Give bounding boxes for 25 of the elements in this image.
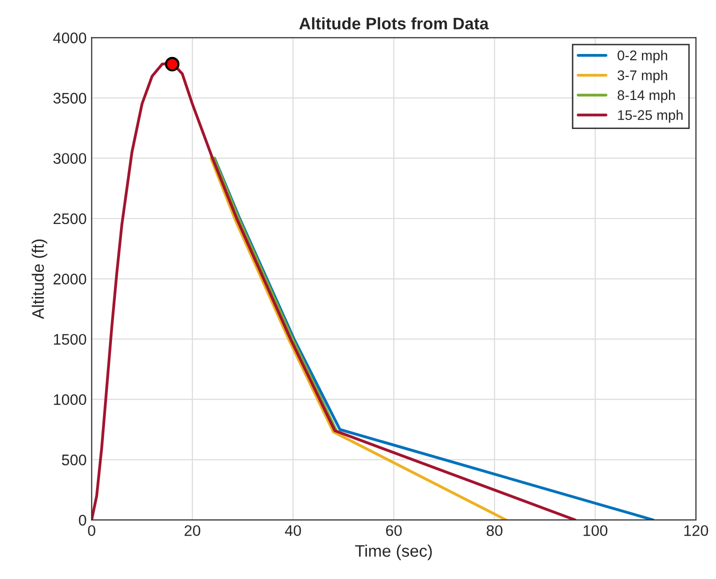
y-tick-label: 3500 [53, 92, 86, 104]
x-axis-title: Time (sec) [355, 544, 432, 560]
x-tick-label: 100 [584, 525, 608, 536]
line-series [212, 156, 338, 432]
y-tick-label: 500 [62, 454, 86, 466]
x-tick-label: 0 [88, 525, 96, 536]
chart-title: Altitude Plots from Data [299, 17, 489, 30]
legend-label: 0-2 mph [618, 50, 668, 64]
y-tick-label: 0 [78, 514, 86, 526]
x-tick-label: 40 [284, 525, 301, 536]
x-tick-label: 20 [184, 525, 200, 536]
y-tick-label: 4000 [53, 32, 86, 44]
x-tick-label: 60 [386, 525, 402, 536]
y-tick-label: 1000 [54, 394, 86, 406]
line-series [210, 156, 508, 520]
x-tick-label: 80 [486, 525, 502, 536]
legend-label: 3-7 mph [618, 70, 668, 83]
legend-label: 8-14 mph [618, 90, 675, 103]
y-tick-label: 3000 [53, 153, 86, 164]
y-tick-label: 1500 [54, 334, 86, 345]
x-tick-label: 120 [684, 525, 708, 536]
y-tick-label: 2500 [54, 213, 86, 224]
y-tick-label: 2000 [54, 274, 86, 284]
y-axis-title: Altitude (ft) [32, 240, 48, 320]
legend-label: 15-25 mph [618, 110, 683, 123]
